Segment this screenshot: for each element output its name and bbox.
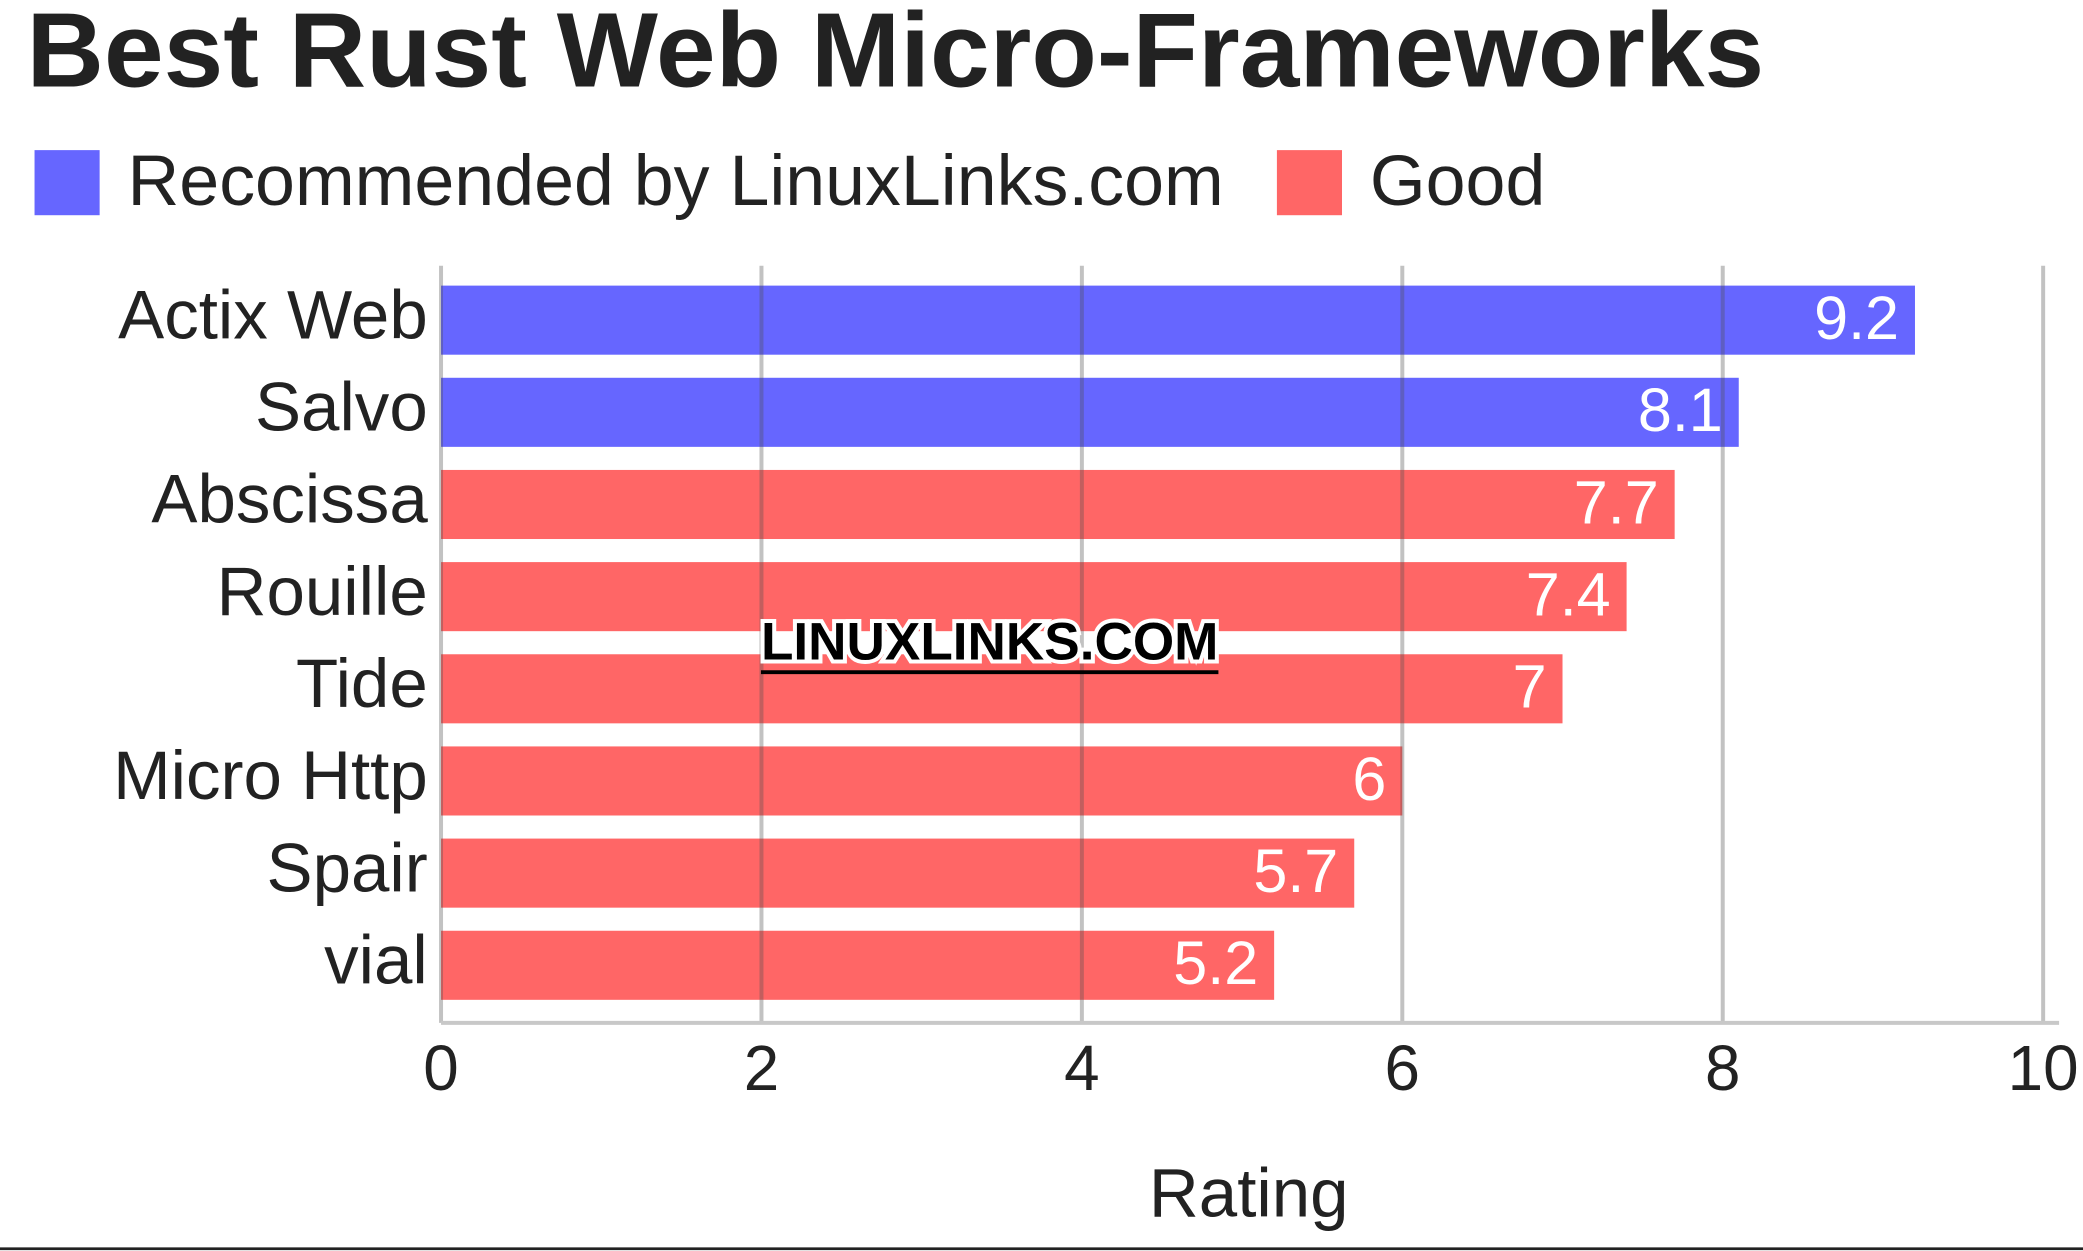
- y-tick-label: Abscissa: [151, 460, 428, 538]
- value-label: 6: [1352, 745, 1386, 813]
- x-axis-label: Rating: [1149, 1154, 1349, 1232]
- bar: [441, 377, 1739, 447]
- bar: [441, 285, 1915, 355]
- value-label: 5.2: [1173, 929, 1258, 997]
- bar: [441, 562, 1627, 632]
- value-label: 9.2: [1814, 284, 1899, 352]
- x-tick-label: 6: [1385, 1032, 1420, 1104]
- y-tick-label: Spair: [267, 828, 428, 906]
- x-tick-label: 10: [2008, 1032, 2079, 1104]
- watermark: LINUXLINKS.COM: [761, 613, 1218, 672]
- bar: [441, 930, 1275, 1000]
- value-label: 5.7: [1253, 837, 1338, 905]
- legend-swatch: [1276, 150, 1342, 216]
- y-tick-label: vial: [324, 921, 428, 999]
- y-tick-label: Salvo: [255, 368, 428, 446]
- legend-label: Recommended by LinuxLinks.com: [128, 141, 1224, 221]
- bar: [441, 654, 1563, 724]
- bar: [441, 469, 1675, 540]
- legend-swatch: [34, 150, 100, 216]
- value-label: 8.1: [1638, 376, 1723, 444]
- bar: [441, 746, 1403, 816]
- legend-label: Good: [1370, 141, 1545, 221]
- value-label: 7.7: [1574, 468, 1659, 536]
- value-label: 7.4: [1526, 560, 1611, 628]
- chart-title: Best Rust Web Micro-Frameworks: [27, 0, 1765, 110]
- value-label: 7: [1513, 653, 1547, 721]
- y-tick-label: Micro Http: [113, 736, 428, 814]
- y-tick-label: Tide: [296, 644, 428, 722]
- x-tick-label: 2: [744, 1032, 779, 1104]
- y-tick-label: Actix Web: [118, 275, 428, 353]
- x-tick-label: 4: [1064, 1032, 1099, 1104]
- bar: [441, 838, 1355, 908]
- x-tick-label: 8: [1705, 1032, 1740, 1104]
- y-tick-label: Rouille: [217, 552, 428, 630]
- x-tick-label: 0: [423, 1032, 458, 1104]
